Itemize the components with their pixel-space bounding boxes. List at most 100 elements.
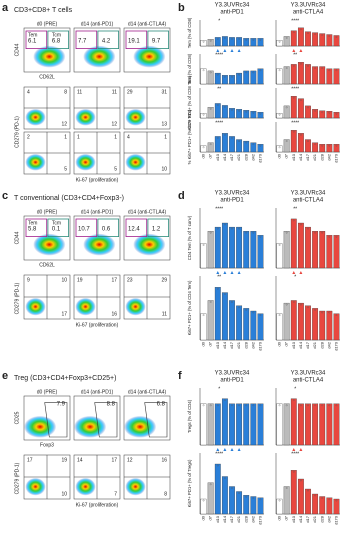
column-label: d14 (anti-CTLA4)	[128, 389, 167, 395]
dot	[335, 404, 338, 407]
dot	[314, 309, 316, 311]
bar	[283, 36, 290, 47]
bar	[221, 398, 228, 446]
significance: **	[217, 274, 221, 280]
x-axis-label: CD62L	[39, 262, 55, 268]
dot	[231, 108, 233, 111]
category-label: d170	[258, 153, 263, 163]
category-label: d7	[284, 515, 289, 520]
dot	[216, 464, 219, 467]
bar	[221, 222, 228, 269]
bar	[200, 113, 207, 119]
category-label: d10	[215, 153, 220, 160]
gate-value: 7.7	[78, 39, 87, 45]
category-label: d170	[258, 515, 263, 525]
bar	[207, 300, 214, 341]
bar	[305, 64, 311, 85]
dot	[292, 96, 295, 99]
category-label: d28	[319, 153, 324, 160]
bar	[319, 33, 326, 47]
quadrant-value: 9	[27, 277, 30, 283]
treatment-header: anti-PD1	[220, 378, 244, 384]
bar	[283, 105, 290, 119]
gate-value: 0.6	[102, 227, 111, 233]
bar	[236, 226, 243, 269]
population	[125, 108, 146, 126]
bar	[326, 497, 333, 515]
significance: *	[294, 274, 296, 280]
bar	[290, 470, 297, 515]
gate-tem	[25, 218, 48, 238]
dot	[278, 69, 281, 72]
dot	[216, 104, 219, 106]
dot	[314, 143, 316, 145]
population	[25, 108, 46, 126]
gate-tcm	[147, 30, 170, 50]
dot	[252, 404, 255, 407]
y-axis-label: CD279 (PD-1)	[14, 462, 20, 494]
y-axis-label: Ki67+ PD1+ (% of CD4 Tem)	[187, 280, 192, 335]
significance: ****	[291, 120, 299, 126]
dot	[335, 499, 338, 502]
dot	[252, 38, 255, 41]
dot	[314, 109, 316, 112]
dot	[307, 404, 309, 407]
column-label: d14 (anti-CTLA4)	[128, 21, 167, 27]
category-label: d10	[291, 341, 296, 348]
dot	[209, 483, 212, 486]
significance: ****	[215, 451, 223, 457]
dot	[285, 140, 288, 142]
dot	[231, 487, 233, 489]
bar	[200, 403, 207, 446]
quadrant-value: 1	[64, 134, 67, 140]
dot	[245, 309, 248, 311]
bar	[297, 403, 304, 446]
y-axis-label: CD44	[14, 43, 20, 56]
gate	[144, 402, 168, 438]
bar	[243, 403, 250, 446]
dot	[285, 37, 288, 39]
bar	[312, 308, 319, 341]
dot	[238, 404, 240, 407]
significance: ****	[291, 86, 299, 92]
dot	[321, 111, 324, 114]
category-label: d14	[222, 341, 227, 348]
dot	[259, 69, 262, 72]
category-label: d42	[326, 515, 331, 522]
category-label: d10	[215, 515, 220, 522]
bar	[326, 34, 333, 47]
treatment-header: anti-PD1	[220, 10, 244, 16]
bar	[326, 235, 333, 269]
treatment-arrow	[237, 271, 241, 274]
gate-value: 0.1	[52, 227, 61, 233]
dot	[252, 111, 255, 114]
quadrant-value: 5	[114, 166, 117, 172]
dot	[259, 235, 262, 238]
dot	[278, 113, 281, 116]
bar	[214, 403, 221, 446]
quadrant-value: 14	[77, 457, 83, 463]
strain-header: Y3.3UVRc34	[291, 371, 326, 377]
dot	[292, 399, 295, 401]
bar	[326, 111, 333, 119]
bar	[333, 235, 340, 269]
dot	[231, 404, 233, 407]
dot	[285, 231, 288, 234]
significance: **	[217, 86, 221, 92]
y-axis-label: Tem (% of CD8)	[187, 17, 192, 48]
dot	[285, 404, 288, 407]
quadrant-value: 8	[164, 491, 167, 497]
dot	[292, 301, 295, 303]
column-label: d0 (PRE)	[37, 209, 58, 215]
panel-letter: c	[2, 190, 8, 202]
gate-value: 1.2	[152, 227, 161, 233]
dot	[224, 223, 226, 226]
bar	[243, 308, 250, 341]
category-label: d42	[250, 515, 255, 522]
bar	[276, 498, 283, 515]
dot	[245, 231, 248, 234]
quadrant-value: 23	[127, 277, 133, 283]
category-label: d21	[312, 341, 317, 348]
quadrant-value: 7	[114, 491, 117, 497]
category-label: d17	[305, 515, 310, 522]
